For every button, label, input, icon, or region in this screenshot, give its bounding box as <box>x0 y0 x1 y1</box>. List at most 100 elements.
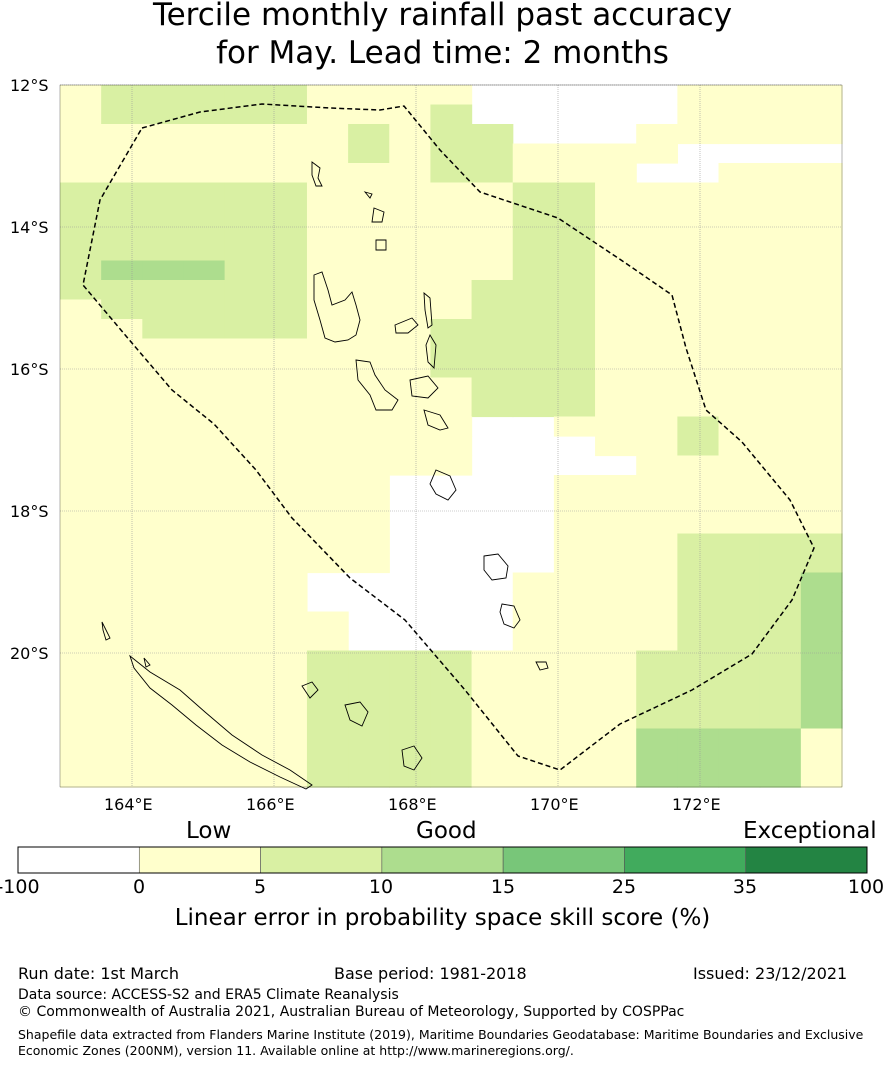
colorbar-title: Linear error in probability space skill … <box>174 905 711 931</box>
skill-cell <box>306 533 349 554</box>
skill-cell <box>759 358 802 379</box>
aneityum <box>535 661 549 671</box>
skill-cell <box>101 728 143 749</box>
skill-cell <box>60 709 102 730</box>
skill-cell <box>60 767 102 788</box>
skill-cell <box>142 767 185 788</box>
skill-cell <box>800 182 843 203</box>
skill-cell <box>224 377 267 398</box>
skill-cell <box>101 182 143 203</box>
skill-cell <box>718 767 761 788</box>
skill-cell <box>800 494 843 515</box>
skill-cell <box>183 260 226 281</box>
skill-cell <box>224 611 267 632</box>
skill-cell <box>553 143 596 164</box>
skill-cell <box>224 455 267 476</box>
skill-cell <box>101 280 143 301</box>
skill-cell <box>636 221 678 242</box>
lon-label-166e: 166°E <box>246 795 295 814</box>
skill-cell <box>718 494 761 515</box>
skill-cell <box>759 299 802 320</box>
skill-cell <box>101 143 143 164</box>
skill-cell <box>800 728 843 749</box>
skill-cell <box>759 611 802 632</box>
new-caledonia <box>129 654 313 790</box>
skill-cell <box>430 319 473 340</box>
skill-cell <box>759 631 802 652</box>
copyright: © Commonwealth of Australia 2021, Austra… <box>18 1004 685 1020</box>
run-date: Run date: 1st March <box>18 964 179 983</box>
skill-cell <box>636 572 678 593</box>
skill-cell <box>142 241 185 262</box>
skill-cell <box>471 202 514 223</box>
skill-cell <box>759 689 802 710</box>
skill-cell <box>512 611 555 632</box>
skill-cell <box>101 631 143 652</box>
skill-cell <box>389 397 432 418</box>
skill-cell <box>595 358 637 379</box>
skill-cell <box>677 728 720 749</box>
skill-cell <box>60 436 102 457</box>
skill-cell <box>636 533 678 554</box>
skill-cell <box>512 163 555 184</box>
skill-cell <box>306 436 349 457</box>
skill-cell <box>101 650 143 671</box>
skill-cell <box>142 416 185 437</box>
skill-cell <box>101 553 143 574</box>
skill-cell <box>60 611 102 632</box>
skill-cell <box>759 338 802 359</box>
islands <box>101 161 549 790</box>
skill-cell <box>265 85 308 106</box>
skill-cell <box>636 670 678 691</box>
skill-cell <box>512 182 555 203</box>
skill-cell <box>553 514 596 535</box>
skill-cell <box>224 494 267 515</box>
skill-cell <box>348 748 390 769</box>
skill-cell <box>306 143 349 164</box>
skill-cell <box>306 299 349 320</box>
skill-cell <box>595 728 637 749</box>
skill-cell <box>306 338 349 359</box>
skill-cell <box>759 319 802 340</box>
skill-cell <box>512 592 555 613</box>
skill-cell <box>471 748 514 769</box>
skill-cell <box>142 553 185 574</box>
skill-cell <box>430 202 473 223</box>
skill-cell <box>60 748 102 769</box>
skill-cell <box>430 728 473 749</box>
skill-cell <box>512 377 555 398</box>
skill-cell <box>60 494 102 515</box>
skill-cell <box>142 163 185 184</box>
skill-cell <box>101 572 143 593</box>
skill-cell <box>718 241 761 262</box>
skill-cell <box>800 163 843 184</box>
skill-cell <box>430 650 473 671</box>
skill-cell <box>553 182 596 203</box>
skill-cell <box>430 104 473 125</box>
skill-cell <box>553 319 596 340</box>
skill-cell <box>677 631 720 652</box>
skill-cell <box>595 611 637 632</box>
skill-cell <box>718 670 761 691</box>
colorbar-tick-15: 15 <box>490 876 516 898</box>
skill-cell <box>553 533 596 554</box>
colorbar-segment <box>17 846 140 874</box>
skill-cell <box>306 163 349 184</box>
skill-cell <box>183 592 226 613</box>
skill-cell <box>265 377 308 398</box>
skill-cell <box>759 182 802 203</box>
shapefile-credit-line-1: Shapefile data extracted from Flanders M… <box>18 1027 864 1042</box>
skill-cell <box>224 592 267 613</box>
skill-cell <box>265 475 308 496</box>
skill-cell <box>512 202 555 223</box>
skill-cell <box>595 338 637 359</box>
skill-cell <box>348 689 390 710</box>
skill-cell <box>265 280 308 301</box>
skill-cell <box>142 397 185 418</box>
skill-cell <box>60 280 102 301</box>
skill-cell <box>265 338 308 359</box>
skill-cell <box>512 241 555 262</box>
skill-cell <box>224 338 267 359</box>
skill-cell <box>183 455 226 476</box>
skill-cell <box>306 182 349 203</box>
